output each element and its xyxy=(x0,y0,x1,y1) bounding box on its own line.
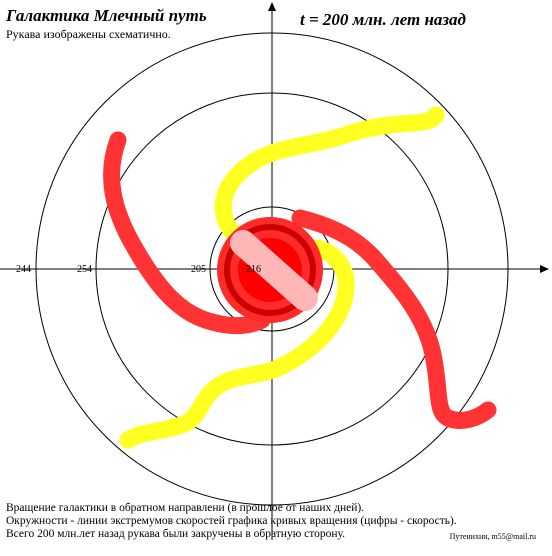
note-line: Вращение галактики в обратном направлени… xyxy=(6,502,365,514)
galaxy-core-ring xyxy=(224,224,316,316)
y-axis-arrow-icon xyxy=(268,2,276,11)
ring-label-205: 205 xyxy=(191,264,206,275)
ring-254 xyxy=(95,92,449,446)
galaxy-bar xyxy=(230,230,318,311)
x-axis-arrow-icon xyxy=(540,265,549,273)
yellow-arm-upper xyxy=(214,106,445,250)
ring-label-244: 244 xyxy=(16,264,31,275)
note-line: Всего 200 млн.лет назад рукава были закр… xyxy=(6,528,346,540)
red-arm-left xyxy=(103,131,271,335)
page-title: Галактика Млечный путь xyxy=(6,6,207,25)
subtitle: Рукава изображены схематично. xyxy=(6,27,171,41)
notes: Вращение галактики в обратном направлени… xyxy=(6,502,457,541)
red-arm-right xyxy=(291,209,497,429)
note-line: Окружности - линии экстремумов скоростей… xyxy=(6,515,457,527)
author-credit: Путенихин, m55@mail.ru xyxy=(449,532,536,541)
yellow-arm-lower xyxy=(119,239,355,449)
ring-label-216: 216 xyxy=(246,264,261,275)
ring-244 xyxy=(35,32,509,506)
ring-label-254: 254 xyxy=(77,264,92,275)
time-label: t = 200 млн. лет назад xyxy=(300,10,466,29)
